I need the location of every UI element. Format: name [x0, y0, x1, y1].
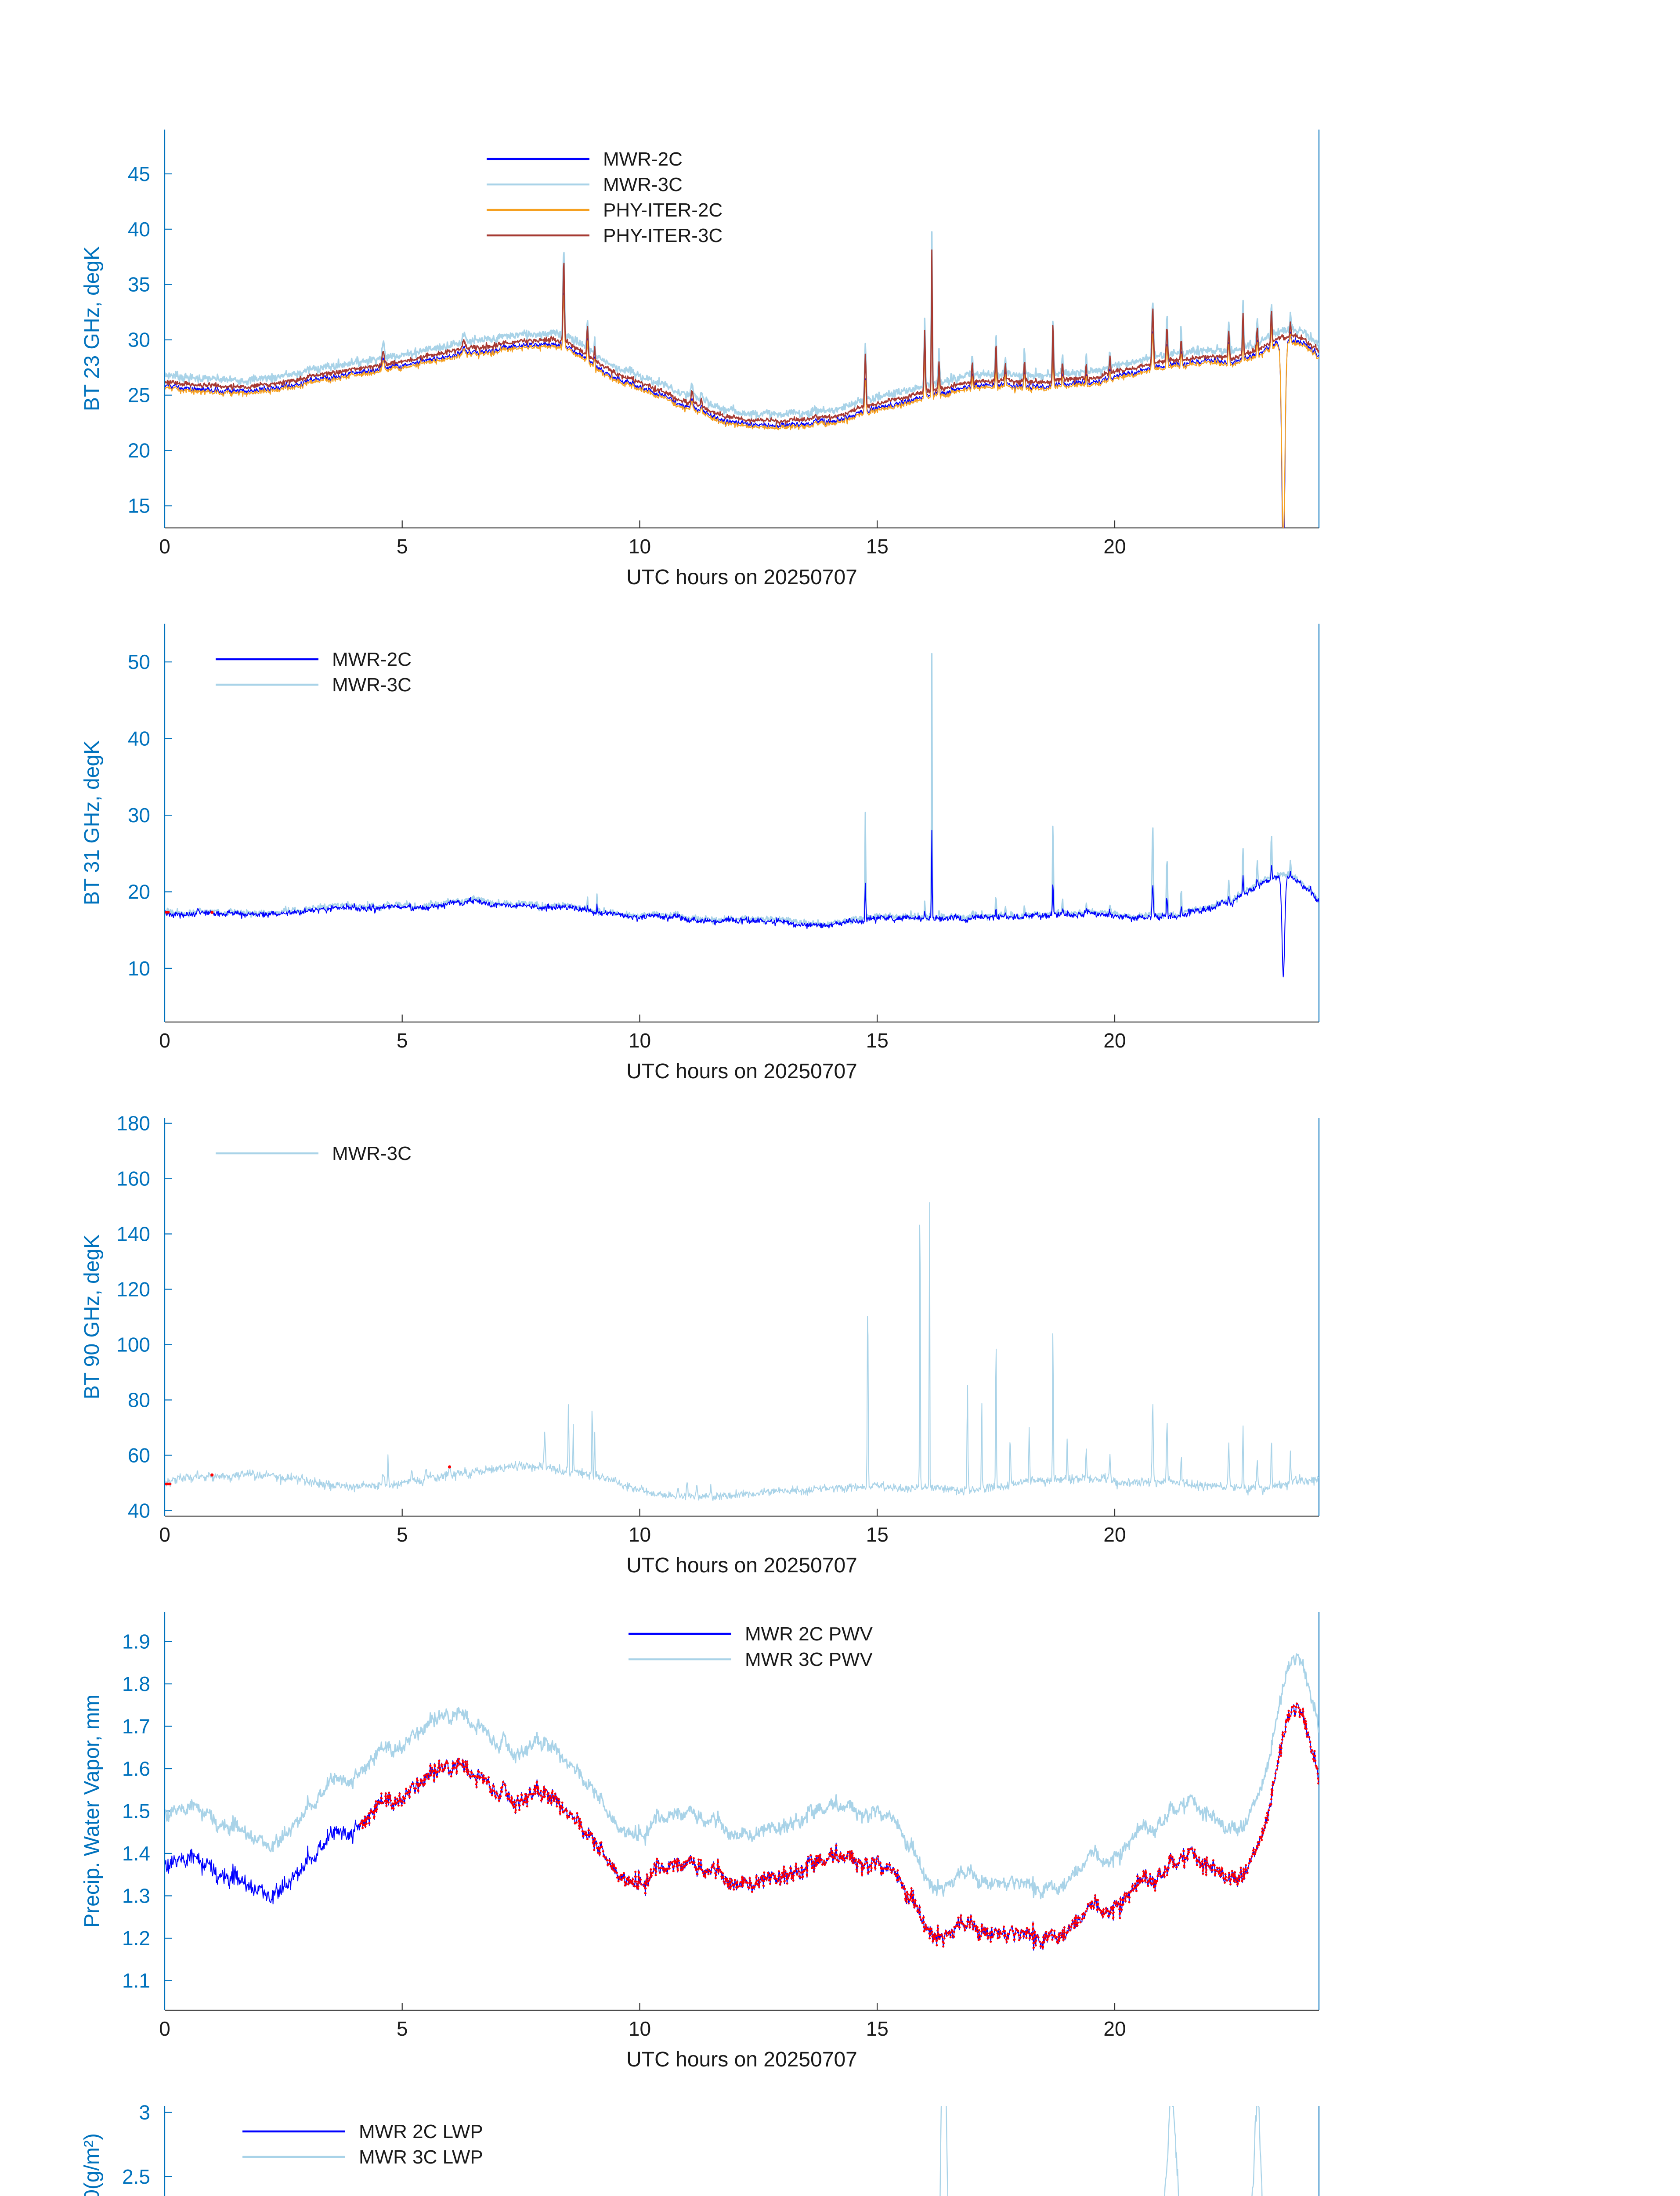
- svg-text:80: 80: [128, 1389, 150, 1412]
- svg-text:2.5: 2.5: [122, 2165, 150, 2188]
- svg-text:30: 30: [128, 329, 150, 351]
- svg-text:1.9: 1.9: [122, 1630, 150, 1653]
- svg-text:Precip. Water Vapor, mm: Precip. Water Vapor, mm: [80, 1694, 104, 1928]
- svg-text:UTC hours on 20250707: UTC hours on 20250707: [626, 1554, 857, 1577]
- svg-text:5: 5: [397, 1029, 408, 1052]
- svg-text:45: 45: [128, 163, 150, 185]
- svg-text:140: 140: [116, 1223, 150, 1246]
- svg-text:1.8: 1.8: [122, 1672, 150, 1695]
- svg-text:MWR-3C: MWR-3C: [332, 1143, 412, 1164]
- svg-text:0: 0: [159, 1523, 170, 1546]
- svg-text:20: 20: [128, 881, 150, 903]
- svg-text:25: 25: [128, 384, 150, 407]
- svg-text:50: 50: [128, 650, 150, 673]
- svg-text:15: 15: [866, 1029, 889, 1052]
- svg-text:1.5: 1.5: [122, 1800, 150, 1823]
- svg-text:UTC hours on 20250707: UTC hours on 20250707: [626, 2048, 857, 2071]
- svg-text:1.1: 1.1: [122, 1969, 150, 1992]
- svg-text:40: 40: [128, 727, 150, 750]
- svg-text:30: 30: [128, 804, 150, 827]
- svg-text:20: 20: [1103, 2017, 1126, 2040]
- svg-text:35: 35: [128, 273, 150, 296]
- svg-text:60: 60: [128, 1444, 150, 1466]
- svg-text:MWR-2C: MWR-2C: [332, 649, 412, 670]
- svg-text:MWR-3C: MWR-3C: [603, 174, 683, 195]
- svg-text:BT 90 GHz, degK: BT 90 GHz, degK: [80, 1235, 104, 1399]
- svg-text:MWR 2C PWV: MWR 2C PWV: [745, 1623, 873, 1645]
- svg-text:log10 Liquid Water Path, log10: log10 Liquid Water Path, log10(g/m²): [80, 2133, 104, 2196]
- svg-text:20: 20: [1103, 1523, 1126, 1546]
- svg-text:20: 20: [1103, 1029, 1126, 1052]
- svg-text:1.4: 1.4: [122, 1842, 150, 1865]
- svg-text:40: 40: [128, 1499, 150, 1522]
- svg-text:5: 5: [397, 1523, 408, 1546]
- svg-text:10: 10: [629, 2017, 651, 2040]
- svg-text:1.2: 1.2: [122, 1927, 150, 1950]
- svg-text:3: 3: [139, 2101, 150, 2124]
- svg-text:BT 23 GHz, degK: BT 23 GHz, degK: [80, 246, 104, 411]
- svg-text:MWR 3C LWP: MWR 3C LWP: [359, 2146, 483, 2168]
- svg-text:20: 20: [1103, 535, 1126, 558]
- svg-text:MWR-3C: MWR-3C: [332, 674, 412, 696]
- svg-text:5: 5: [397, 2017, 408, 2040]
- svg-text:PHY-ITER-3C: PHY-ITER-3C: [603, 225, 723, 246]
- svg-text:180: 180: [116, 1112, 150, 1135]
- svg-text:1.3: 1.3: [122, 1885, 150, 1907]
- svg-text:15: 15: [866, 2017, 889, 2040]
- svg-text:15: 15: [128, 495, 150, 517]
- svg-text:10: 10: [629, 535, 651, 558]
- svg-text:5: 5: [397, 535, 408, 558]
- svg-text:160: 160: [116, 1167, 150, 1190]
- svg-text:120: 120: [116, 1278, 150, 1301]
- svg-text:UTC hours on 20250707: UTC hours on 20250707: [626, 1060, 857, 1083]
- svg-text:1.6: 1.6: [122, 1757, 150, 1780]
- svg-text:0: 0: [159, 2017, 170, 2040]
- svg-text:1.7: 1.7: [122, 1715, 150, 1738]
- svg-text:10: 10: [629, 1029, 651, 1052]
- svg-text:MWR-2C: MWR-2C: [603, 148, 683, 170]
- svg-text:0: 0: [159, 535, 170, 558]
- svg-text:100: 100: [116, 1333, 150, 1356]
- svg-text:UTC hours on 20250707: UTC hours on 20250707: [626, 566, 857, 589]
- svg-text:BT 31 GHz, degK: BT 31 GHz, degK: [80, 740, 104, 905]
- svg-text:10: 10: [128, 957, 150, 980]
- svg-text:0: 0: [159, 1029, 170, 1052]
- svg-text:MWR 3C PWV: MWR 3C PWV: [745, 1649, 873, 1670]
- svg-text:10: 10: [629, 1523, 651, 1546]
- svg-text:15: 15: [866, 1523, 889, 1546]
- svg-text:PHY-ITER-2C: PHY-ITER-2C: [603, 199, 723, 221]
- svg-text:40: 40: [128, 218, 150, 241]
- svg-text:MWR 2C LWP: MWR 2C LWP: [359, 2121, 483, 2142]
- svg-text:15: 15: [866, 535, 889, 558]
- svg-text:20: 20: [128, 439, 150, 462]
